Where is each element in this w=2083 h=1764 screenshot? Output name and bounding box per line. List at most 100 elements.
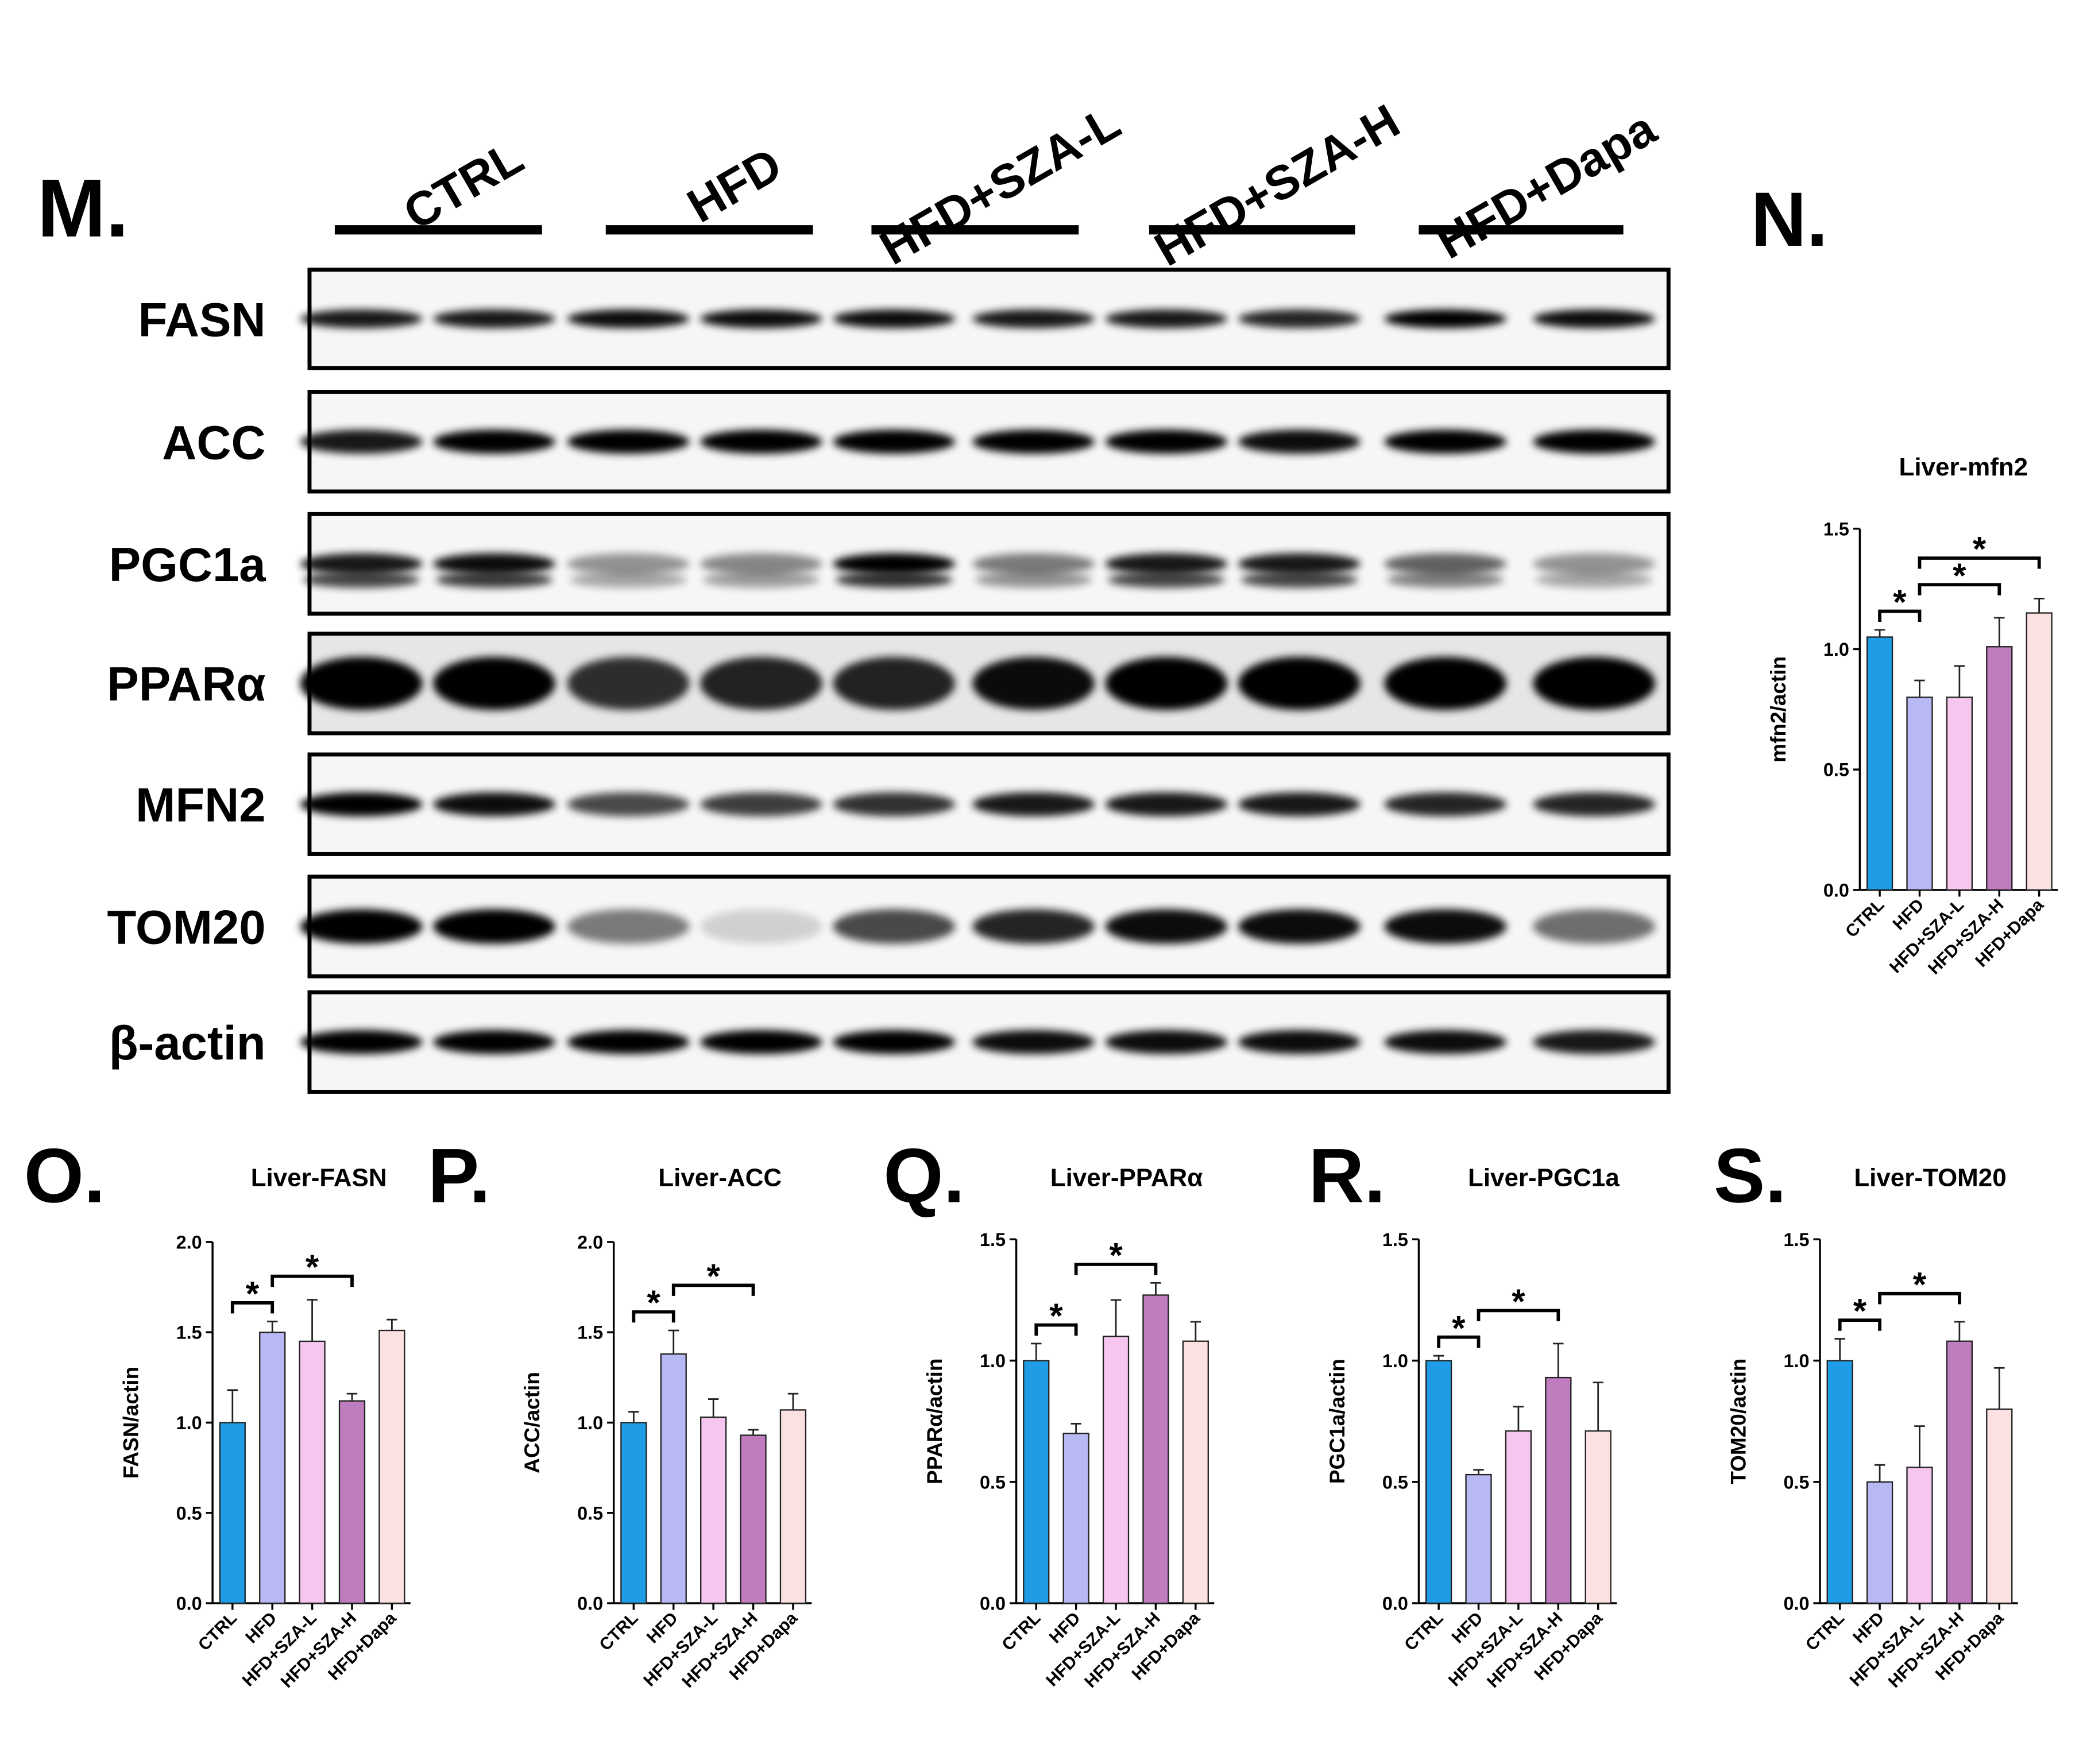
y-axis-label: PPARα/actin [922, 1358, 946, 1484]
y-tick-label: 0.0 [1823, 880, 1849, 900]
blot-band [702, 571, 820, 588]
significance-bracket [1918, 556, 2041, 569]
blot-band [1386, 571, 1504, 588]
blot-band [833, 792, 956, 817]
significance-label: * [1913, 1265, 1927, 1303]
protein-label: PPARα [107, 657, 265, 711]
blot-band [433, 792, 555, 817]
bar [1505, 1430, 1532, 1604]
significance-label: * [647, 1283, 660, 1322]
significance-label: * [1953, 556, 1966, 595]
blot-band [300, 553, 423, 575]
blot-band [1533, 909, 1656, 944]
y-tick-label: 0.0 [176, 1593, 202, 1614]
panel-label: Q. [883, 1133, 965, 1218]
panel-label: M. [37, 163, 129, 254]
chart-title: Liver-ACC [658, 1164, 782, 1192]
blot-band [1533, 430, 1656, 454]
significance-label: * [306, 1248, 319, 1286]
bar [660, 1353, 687, 1604]
chart-title: Liver-PGC1a [1468, 1164, 1620, 1192]
bar [1425, 1360, 1452, 1604]
blot-band [972, 310, 1095, 328]
significance-bracket [1074, 1263, 1158, 1275]
blot-band [435, 571, 553, 588]
bar [1545, 1376, 1572, 1604]
blot-band [300, 656, 423, 710]
blot-band [433, 310, 555, 328]
y-axis-label: mfn2/actin [1766, 656, 1790, 763]
significance-label: * [1109, 1236, 1123, 1275]
y-tick-label: 0.0 [1382, 1593, 1408, 1614]
blot-band [833, 553, 956, 575]
significance-bracket [230, 1301, 275, 1314]
blot-band [1238, 1030, 1361, 1054]
blot-band [700, 909, 822, 944]
significance-label: * [1049, 1297, 1063, 1335]
blot-band [300, 310, 423, 328]
blot-band [567, 430, 690, 454]
blot-band [433, 430, 555, 454]
significance-bracket [1878, 609, 1922, 622]
blot-band [833, 909, 956, 944]
blot-band [700, 656, 822, 710]
bar [620, 1422, 647, 1604]
y-tick-label: 0.5 [1783, 1472, 1809, 1492]
blot-band [700, 1030, 822, 1054]
y-tick-label: 2.0 [577, 1232, 603, 1252]
bar [1946, 697, 1973, 891]
y-tick-label: 0.0 [980, 1593, 1006, 1614]
significance-bracket [1477, 1309, 1560, 1321]
significance-bracket [270, 1274, 354, 1287]
blot-band [300, 1030, 423, 1054]
bar [1866, 636, 1893, 891]
blot-band [1105, 656, 1228, 710]
y-tick-label: 0.5 [577, 1503, 603, 1523]
y-tick-label: 1.5 [577, 1322, 603, 1343]
significance-bracket [1437, 1335, 1481, 1348]
y-tick-label: 0.5 [980, 1472, 1006, 1492]
blot-band [700, 792, 822, 817]
blot-band [1533, 656, 1656, 710]
bar [1866, 1481, 1893, 1604]
y-tick-label: 0.5 [1823, 760, 1849, 780]
blot-band [1238, 553, 1361, 575]
blot-band [1105, 792, 1228, 817]
blot-band [700, 310, 822, 328]
blot-band [1533, 1030, 1656, 1054]
blot-band [972, 553, 1095, 575]
blot-band [1238, 909, 1361, 944]
blot-band [300, 430, 423, 454]
blot-band [1105, 430, 1228, 454]
significance-bracket [1878, 1291, 1961, 1305]
protein-label: FASN [138, 293, 266, 346]
bar [1023, 1360, 1050, 1604]
significance-label: * [246, 1275, 260, 1313]
blot-band [1384, 430, 1507, 454]
bar [1465, 1473, 1492, 1604]
bar [1826, 1360, 1853, 1604]
significance-label: * [1853, 1292, 1867, 1330]
chart-title: Liver-PPARα [1050, 1164, 1203, 1192]
blot-band [1105, 1030, 1228, 1054]
blot-band [1105, 310, 1228, 328]
bar [1182, 1340, 1209, 1604]
protein-label: PGC1a [109, 538, 266, 591]
bar [219, 1422, 246, 1604]
y-tick-label: 0.0 [577, 1593, 603, 1614]
y-tick-label: 1.0 [1823, 639, 1849, 660]
panel-label: R. [1308, 1133, 1385, 1218]
bar [259, 1331, 286, 1604]
y-axis-label: PGC1a/actin [1325, 1359, 1349, 1484]
blot-band [972, 792, 1095, 817]
significance-bracket [632, 1310, 675, 1323]
bar [1585, 1430, 1611, 1604]
blot-band [700, 553, 822, 575]
blot-band [1105, 909, 1228, 944]
blot-band [1238, 656, 1361, 710]
y-axis-label: TOM20/actin [1726, 1358, 1750, 1484]
blot-band [833, 1030, 956, 1054]
significance-label: * [1452, 1309, 1466, 1347]
bar [378, 1329, 405, 1604]
significance-bracket [1838, 1318, 1881, 1331]
